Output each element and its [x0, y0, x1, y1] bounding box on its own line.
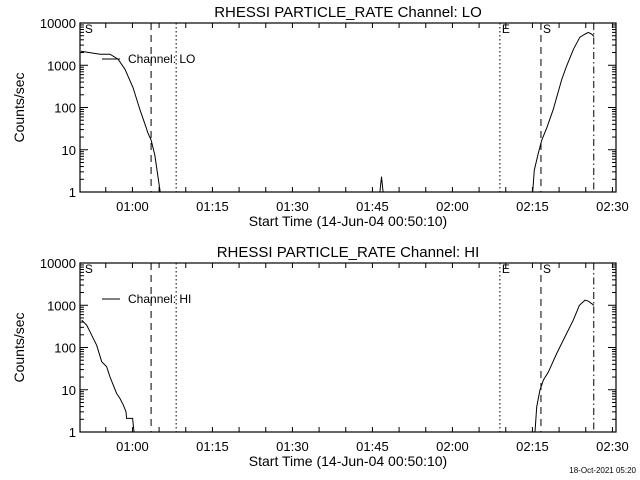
y-tick-label: 10000 — [40, 16, 76, 31]
marker-label: E — [502, 262, 510, 276]
x-tick-label: 02:30 — [596, 439, 629, 454]
x-tick-label: 01:45 — [356, 439, 389, 454]
x-tick-label: 01:15 — [196, 199, 229, 214]
data-series-line — [534, 299, 595, 433]
marker-label: S — [543, 262, 551, 276]
data-series-line — [379, 176, 384, 193]
x-axis-label: Start Time (14-Jun-04 00:50:10) — [249, 453, 447, 469]
x-tick-label: 01:30 — [276, 199, 309, 214]
legend-label: Channel: HI — [128, 292, 191, 306]
chart-title: RHESSI PARTICLE_RATE Channel: HI — [217, 244, 480, 261]
y-tick-label: 1 — [69, 185, 76, 200]
plot-frame — [79, 262, 617, 433]
x-tick-label: 02:00 — [436, 439, 469, 454]
y-axis-label: Counts/sec — [11, 72, 27, 142]
chart-title: RHESSI PARTICLE_RATE Channel: LO — [214, 4, 482, 21]
data-series-line — [80, 50, 161, 193]
marker-label: E — [502, 22, 510, 36]
data-series-line — [532, 31, 595, 193]
y-tick-label: 10 — [62, 143, 76, 158]
y-tick-label: 10 — [62, 383, 76, 398]
marker-label: S — [85, 22, 93, 36]
x-tick-label: 01:15 — [196, 439, 229, 454]
y-tick-label: 100 — [54, 101, 76, 116]
y-tick-label: 10000 — [40, 256, 76, 271]
y-tick-label: 100 — [54, 341, 76, 356]
x-tick-label: 01:00 — [116, 439, 149, 454]
x-tick-label: 01:00 — [116, 199, 149, 214]
marker-label: S — [543, 22, 551, 36]
x-tick-label: 01:30 — [276, 439, 309, 454]
legend-label: Channel: LO — [128, 52, 195, 66]
x-tick-label: 02:15 — [516, 199, 549, 214]
x-tick-label: 02:00 — [436, 199, 469, 214]
y-tick-label: 1000 — [47, 58, 76, 73]
x-tick-label: 02:30 — [596, 199, 629, 214]
data-series-line — [81, 319, 135, 433]
x-tick-label: 02:15 — [516, 439, 549, 454]
chart-panel-1: RHESSI PARTICLE_RATE Channel: LO 1 10 100 10… — [11, 4, 629, 229]
y-axis-label: Counts/sec — [11, 312, 27, 382]
y-tick-label: 1000 — [47, 298, 76, 313]
marker-label: S — [85, 262, 93, 276]
y-tick-label: 1 — [69, 425, 76, 440]
timestamp: 18-Oct-2021 05:20 — [569, 466, 636, 475]
x-axis-label: Start Time (14-Jun-04 00:50:10) — [249, 213, 447, 229]
chart-panel-2: RHESSI PARTICLE_RATE Channel: HI 1 10 100 10… — [11, 244, 629, 469]
x-tick-label: 01:45 — [356, 199, 389, 214]
